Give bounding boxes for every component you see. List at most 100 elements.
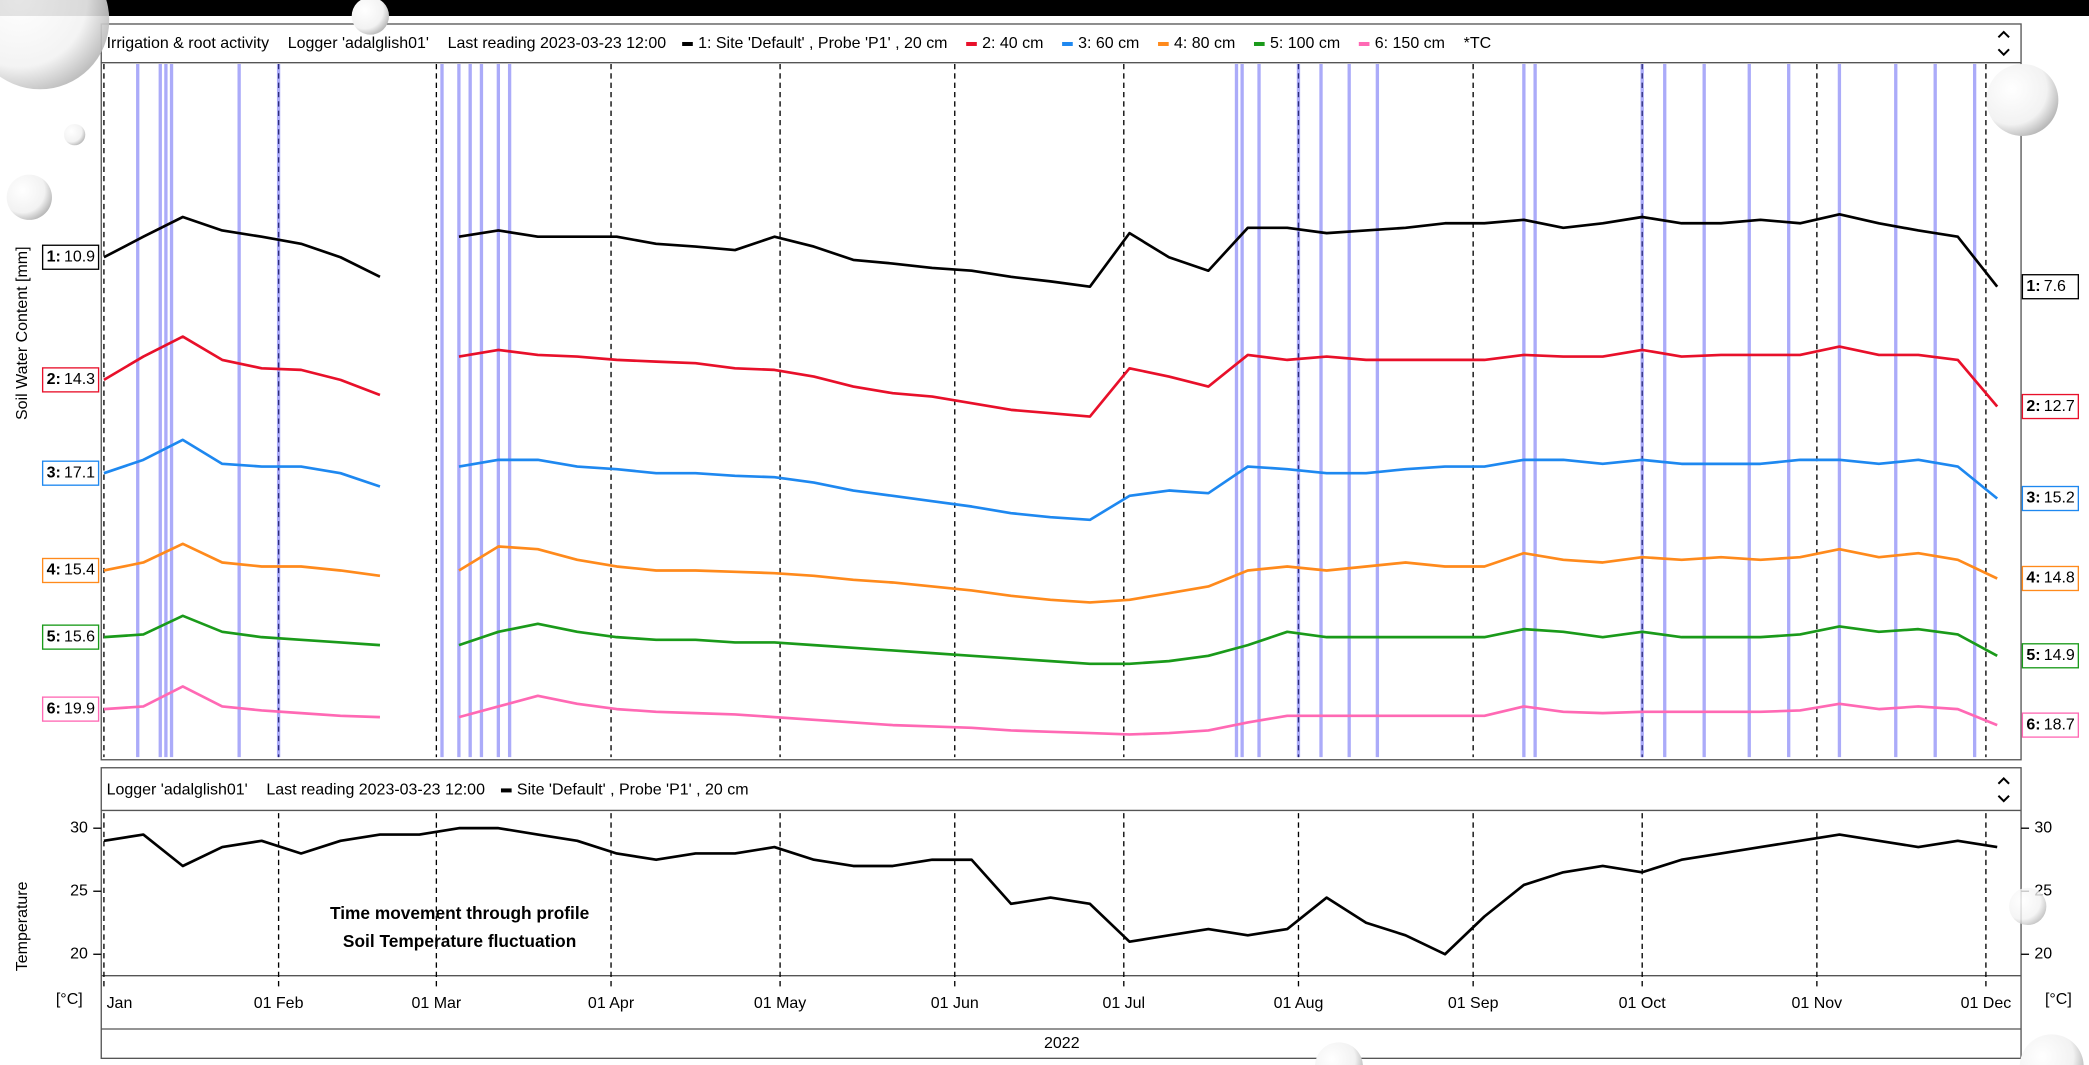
panel-title: Irrigation & root activity xyxy=(107,35,270,52)
value-box xyxy=(2021,565,2080,592)
bubble xyxy=(1986,63,2059,136)
value-box xyxy=(41,557,100,584)
series-tag: 4: xyxy=(47,562,61,579)
legend-swatch xyxy=(682,41,693,46)
x-tick-label: 01 Dec xyxy=(1961,995,2012,1012)
x-tick-label: 01 Jul xyxy=(1102,995,1145,1012)
y-tick-label: 20 xyxy=(70,945,88,962)
legend-entry: 2: 40 cm xyxy=(982,35,1043,52)
legend-entry: 4: 80 cm xyxy=(1174,35,1235,52)
value-box xyxy=(41,624,100,650)
legend-entry: 3: 60 cm xyxy=(1078,35,1139,52)
x-tick-label: 01 Jun xyxy=(931,995,979,1012)
value-label: 12.7 xyxy=(2044,398,2075,415)
scroll-icon[interactable] xyxy=(1997,30,2010,57)
bubble xyxy=(1314,1042,1363,1065)
x-tick-label: 01 Aug xyxy=(1274,995,1324,1012)
bubble xyxy=(2009,887,2047,926)
series-tag: 6: xyxy=(2026,716,2040,733)
logger-name: Logger 'adalglish01' xyxy=(288,35,429,52)
value-box xyxy=(2021,712,2080,738)
value-box xyxy=(41,696,100,722)
value-box xyxy=(2021,393,2080,420)
value-box xyxy=(41,367,100,393)
value-label: 10.9 xyxy=(64,248,95,265)
legend-swatch xyxy=(1253,41,1265,46)
annotation: Soil Temperature fluctuation xyxy=(343,931,576,951)
x-tick-label: 01 Mar xyxy=(411,995,461,1012)
legend-entry: *TC xyxy=(1464,35,1492,52)
legend-swatch xyxy=(966,41,977,46)
top-panel xyxy=(100,23,2022,761)
value-box xyxy=(2021,643,2080,669)
series-tag: 4: xyxy=(2026,570,2040,587)
legend-swatch xyxy=(1358,41,1370,46)
series-tag: 2: xyxy=(47,371,61,388)
bubble xyxy=(6,174,52,220)
x-tick-label: Jan xyxy=(107,995,133,1012)
temperature-line xyxy=(103,826,1998,956)
series-line xyxy=(103,542,1998,604)
series-tag: 3: xyxy=(47,464,61,481)
legend-swatch xyxy=(500,788,512,793)
value-label: 14.8 xyxy=(2044,570,2075,587)
series-tag: 5: xyxy=(2026,647,2040,664)
legend-entry: 5: 100 cm xyxy=(1270,35,1340,52)
x-tick-label: 01 May xyxy=(754,995,806,1012)
series-line xyxy=(103,438,1999,522)
legend-entry: 6: 150 cm xyxy=(1375,35,1445,52)
x-axis-label: 2022 xyxy=(1044,1035,1080,1052)
y-tick-label: 30 xyxy=(2034,819,2052,836)
value-box xyxy=(41,244,100,270)
legend-swatch xyxy=(1158,41,1169,46)
bubble xyxy=(2019,1034,2084,1065)
value-label: 15.6 xyxy=(64,628,95,645)
legend-swatch xyxy=(1062,41,1073,46)
bubble xyxy=(63,123,86,146)
series-line xyxy=(103,335,1999,418)
y-tick-label: 30 xyxy=(70,819,88,836)
series-tag: 5: xyxy=(47,628,61,645)
scroll-arrows[interactable] xyxy=(1997,30,2010,803)
series-tag: 6: xyxy=(47,700,61,717)
x-tick-label: 01 Nov xyxy=(1792,995,1843,1012)
legend-entry: 1: Site 'Default' , Probe 'P1' , 20 cm xyxy=(698,35,947,52)
x-tick-label: 01 Oct xyxy=(1619,995,1667,1012)
x-tick-label: 01 Feb xyxy=(254,995,304,1012)
value-label: 15.4 xyxy=(64,562,95,579)
series-tag: 1: xyxy=(2026,278,2040,295)
value-label: 18.7 xyxy=(2044,716,2075,733)
annotation: Time movement through profile xyxy=(330,903,590,923)
x-tick-label: 01 Sep xyxy=(1448,995,1499,1012)
legend-entry: Site 'Default' , Probe 'P1' , 20 cm xyxy=(517,782,749,799)
y-unit: [°C] xyxy=(56,991,83,1008)
logger-name: Logger 'adalglish01' xyxy=(107,782,248,799)
value-label: 17.1 xyxy=(64,464,95,481)
value-box xyxy=(41,460,100,486)
series-line xyxy=(103,614,1998,666)
value-box xyxy=(2021,485,2080,512)
series-line xyxy=(103,685,1998,736)
y-axis-label: Soil Water Content [mm] xyxy=(14,246,31,420)
scroll-icon[interactable] xyxy=(1997,777,2010,803)
y-unit: [°C] xyxy=(2045,991,2072,1008)
bottom-panel xyxy=(100,767,2022,1060)
value-label: 14.3 xyxy=(64,371,95,388)
value-label: 15.2 xyxy=(2044,490,2075,507)
series-line xyxy=(103,213,1999,289)
series-tag: 1: xyxy=(47,248,61,265)
y-axis-label: Temperature xyxy=(14,881,31,971)
top-band xyxy=(0,0,2089,16)
last-reading: Last reading 2023-03-23 12:00 xyxy=(266,782,485,799)
bubble xyxy=(0,0,110,90)
value-label: 14.9 xyxy=(2044,647,2075,664)
value-box xyxy=(2021,274,2080,300)
series-tag: 3: xyxy=(2026,490,2040,507)
last-reading: Last reading 2023-03-23 12:00 xyxy=(448,35,667,52)
y-tick-label: 25 xyxy=(70,882,88,899)
series-tag: 2: xyxy=(2026,398,2040,415)
bubble xyxy=(351,0,390,35)
